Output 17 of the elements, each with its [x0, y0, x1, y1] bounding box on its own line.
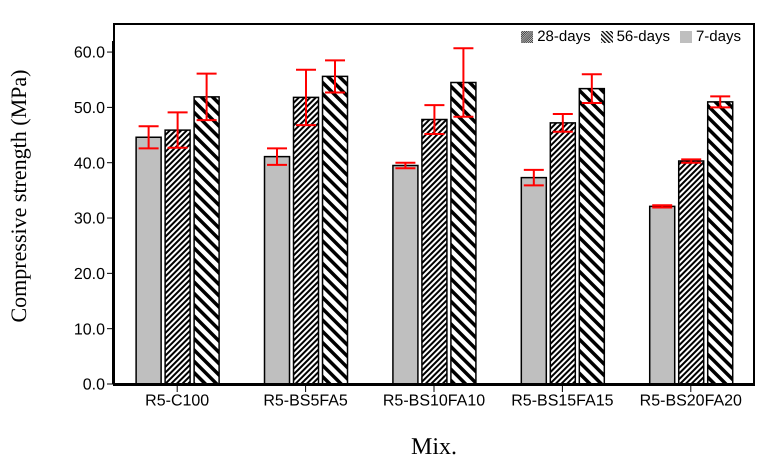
x-tick-label: R5-BS5FA5: [263, 392, 348, 410]
x-tick-label: R5-BS15FA15: [511, 392, 614, 410]
y-tick-label: 20.0: [74, 266, 106, 284]
y-tick-label: 30.0: [74, 210, 106, 228]
x-tick-label: R5-BS10FA10: [382, 392, 486, 410]
y-tick-label: 10.0: [74, 321, 106, 338]
x-tick-label: R5-C100: [145, 392, 210, 410]
y-tick-label: 60.0: [74, 44, 106, 62]
y-tick-label: 0.0: [82, 376, 106, 394]
legend-label: 28-days: [537, 28, 591, 45]
y-tick-label: 40.0: [74, 155, 106, 172]
x-tick-label: R5-BS20FA20: [640, 392, 742, 410]
legend-label: 56-days: [616, 28, 670, 45]
legend-label: 7-days: [696, 28, 741, 45]
x-axis-title: Mix.: [410, 434, 458, 460]
y-axis-title: Compressive strength (MPa): [6, 70, 31, 322]
y-tick-label: 50.0: [74, 100, 106, 118]
